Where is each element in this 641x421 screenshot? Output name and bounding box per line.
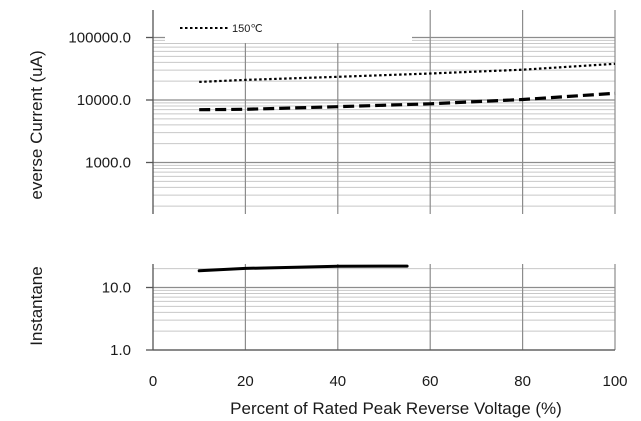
- x-tick-label: 20: [237, 373, 254, 390]
- x-axis-title: Percent of Rated Peak Reverse Voltage (%…: [230, 399, 562, 418]
- series-layer: [197, 62, 616, 273]
- y-axis-title-bottom: Instantane: [27, 266, 46, 345]
- y-axis-title-top: everse Current (uA): [27, 50, 46, 199]
- x-tick-label: 100: [602, 373, 627, 390]
- y-tick-label: 1000.0: [85, 155, 131, 172]
- x-tick-label: 80: [514, 373, 531, 390]
- labels-layer: everse Current (uA) Instantane Percent o…: [27, 50, 562, 418]
- legend-label-150c: 150℃: [232, 23, 263, 35]
- y-tick-label: 100000.0: [68, 30, 131, 47]
- legend: 150℃: [165, 10, 412, 43]
- y-tick-label: 10000.0: [77, 92, 131, 109]
- axis-layer: 0 20 40 60 80 100 100000.0 10000.0 1000.0 10.0 1.0: [68, 10, 628, 390]
- x-tick-label: 40: [329, 373, 346, 390]
- series-line-1-dashed: [199, 91, 616, 112]
- x-tick-label: 0: [149, 373, 157, 390]
- grid-layer: [153, 36, 615, 351]
- y-tick-label: 1.0: [110, 342, 131, 359]
- x-tick-label: 60: [422, 373, 439, 390]
- legend-box: [165, 10, 412, 43]
- y-tick-label: 10.0: [102, 280, 131, 297]
- series-line-0-dotted: [199, 62, 616, 83]
- series-line-2-solid: [197, 264, 409, 273]
